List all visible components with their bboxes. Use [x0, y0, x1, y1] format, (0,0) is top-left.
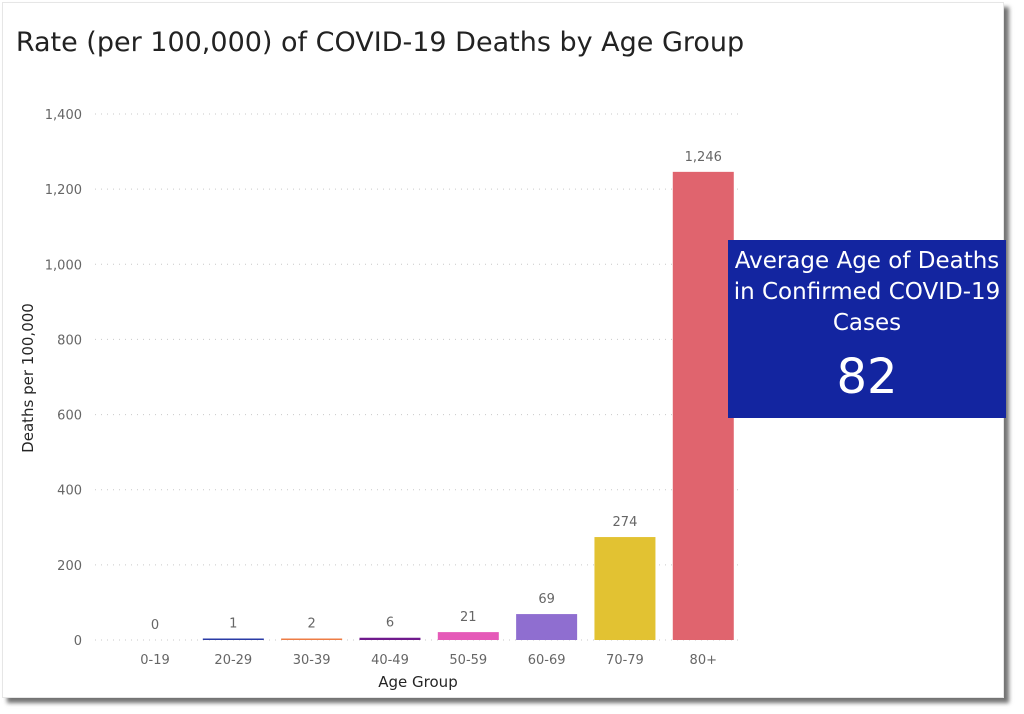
bar-50-59[interactable]: [437, 632, 499, 640]
kpi-card: Average Age of Deaths in Confirmed COVID…: [728, 240, 1006, 418]
x-tick-label: 30-39: [293, 653, 331, 668]
y-axis-title: Deaths per 100,000: [19, 303, 37, 453]
bar-70-79[interactable]: [594, 537, 656, 640]
data-label: 2: [308, 617, 316, 632]
data-label: 1,246: [685, 150, 722, 165]
data-label: 274: [613, 515, 638, 530]
chart-title: Rate (per 100,000) of COVID-19 Deaths by…: [15, 27, 745, 58]
y-tick-label: 800: [57, 333, 82, 348]
x-tick-label: 0-19: [140, 653, 170, 668]
bar-40-49[interactable]: [359, 637, 421, 640]
data-label: 69: [538, 592, 555, 607]
y-tick-label: 1,400: [45, 108, 82, 123]
y-tick-label: 0: [74, 634, 82, 649]
data-label: 21: [460, 610, 477, 625]
x-axis-title: Age Group: [378, 673, 457, 691]
y-tick-label: 1,000: [45, 258, 82, 273]
x-tick-label: 80+: [690, 653, 717, 668]
y-tick-label: 400: [57, 484, 82, 499]
y-tick-label: 600: [57, 409, 82, 424]
x-tick-label: 40-49: [371, 653, 409, 668]
x-tick-label: 70-79: [606, 653, 644, 668]
data-label: 1: [229, 617, 237, 632]
bar-80+[interactable]: [672, 171, 734, 641]
y-tick-label: 200: [57, 559, 82, 574]
bar-30-39[interactable]: [281, 638, 343, 641]
bar-20-29[interactable]: [202, 638, 264, 641]
x-tick-label: 20-29: [214, 653, 252, 668]
kpi-value: 82: [836, 349, 898, 405]
kpi-label: Average Age of Deaths in Confirmed COVID…: [733, 248, 1001, 336]
y-tick-label: 1,200: [45, 183, 82, 198]
bar-60-69[interactable]: [516, 614, 578, 640]
data-label: 6: [386, 616, 394, 631]
x-tick-label: 60-69: [528, 653, 566, 668]
data-label: 0: [151, 618, 159, 633]
x-tick-label: 50-59: [449, 653, 487, 668]
